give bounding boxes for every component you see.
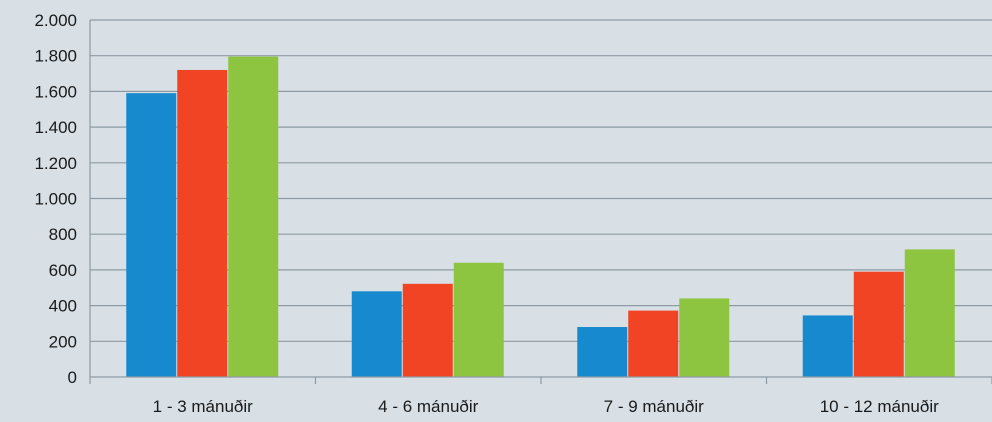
y-tick-label: 400 <box>49 297 77 316</box>
x-category-label: 1 - 3 mánuðir <box>153 397 253 416</box>
y-tick-label: 1.800 <box>34 47 77 66</box>
bar <box>351 291 402 377</box>
y-tick-label: 1.200 <box>34 154 77 173</box>
y-tick-label: 800 <box>49 225 77 244</box>
y-tick-label: 1.600 <box>34 82 77 101</box>
x-category-label: 4 - 6 mánuðir <box>378 397 478 416</box>
bar <box>802 315 853 377</box>
bar <box>453 262 504 377</box>
bar <box>126 93 177 377</box>
y-tick-label: 200 <box>49 332 77 351</box>
y-tick-label: 2.000 <box>34 11 77 30</box>
bar <box>628 310 679 377</box>
bar <box>402 283 453 377</box>
x-category-label: 10 - 12 mánuðir <box>820 397 939 416</box>
y-tick-label: 600 <box>49 261 77 280</box>
x-category-labels: 1 - 3 mánuðir 4 - 6 mánuðir 7 - 9 mánuðir 1… <box>153 397 939 416</box>
bar <box>228 56 279 377</box>
y-tick-label: 0 <box>68 368 77 387</box>
y-tick-label: 1.400 <box>34 118 77 137</box>
y-tick-labels: 0 200 400 600 800 1.000 1.200 1.400 1.600 1.800 2.… <box>34 11 77 387</box>
bar <box>577 327 628 377</box>
bar <box>679 298 730 377</box>
axes <box>89 20 992 384</box>
bar <box>904 249 955 377</box>
y-tick-label: 1.000 <box>34 190 77 209</box>
bar <box>853 271 904 377</box>
bar <box>177 69 228 377</box>
bars <box>126 56 955 377</box>
x-category-label: 7 - 9 mánuðir <box>604 397 704 416</box>
